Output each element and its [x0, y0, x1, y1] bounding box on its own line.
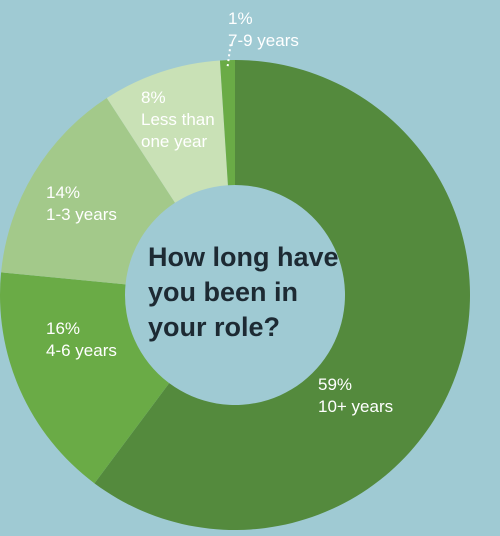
- slice-labels: 59% 10+ years 16% 4-6 years 14% 1-3 years 8% Le…: [46, 9, 393, 416]
- slice-category-7-9-years: 7-9 years: [228, 31, 299, 50]
- slice-label-4-6-years: 16% 4-6 years: [46, 319, 117, 360]
- slice-percent-4-6-years: 16%: [46, 319, 80, 338]
- slice-7-9-years: [219, 60, 235, 186]
- slice-4-6-years: [0, 272, 170, 484]
- slice-percent-10-years: 59%: [318, 375, 352, 394]
- slice-label-7-9-years: 1% 7-9 years: [228, 9, 299, 50]
- slice-label-less-than-one-year: 8% Less than one year: [141, 88, 215, 151]
- slice-percent-7-9-years: 1%: [228, 9, 253, 28]
- slice-percent-less-than-one-year: 8%: [141, 88, 166, 107]
- slice-1-3-years: [1, 98, 175, 285]
- slice-category-4-6-years: 4-6 years: [46, 341, 117, 360]
- slice-category-less-than-one-year-line-2: one year: [141, 132, 207, 151]
- donut-slices: [0, 60, 470, 531]
- slice-less-than-one-year: [106, 60, 228, 203]
- slice-10-years: [94, 60, 470, 531]
- slice-label-1-3-years: 14% 1-3 years: [46, 183, 117, 224]
- chart-title-line-2: you been in: [148, 277, 298, 307]
- slice-category-less-than-one-year-line-1: Less than: [141, 110, 215, 129]
- chart-title-line-1: How long have: [148, 242, 339, 272]
- chart-title: How long have you been in your role?: [148, 242, 346, 342]
- slice-category-10-years: 10+ years: [318, 397, 393, 416]
- slice-label-10-years: 59% 10+ years: [318, 375, 393, 416]
- slice-percent-1-3-years: 14%: [46, 183, 80, 202]
- slice-category-1-3-years: 1-3 years: [46, 205, 117, 224]
- chart-title-line-3: your role?: [148, 312, 280, 342]
- slice-7-9-leader-line: [226, 41, 232, 67]
